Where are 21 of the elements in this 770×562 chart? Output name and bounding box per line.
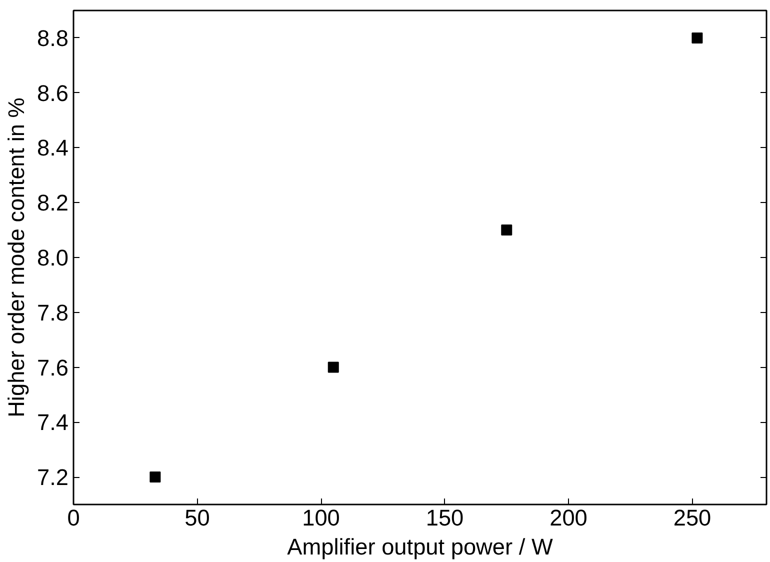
x-tick-label: 0 xyxy=(67,504,80,530)
x-tick-label: 50 xyxy=(184,504,210,530)
y-tick-label: 7.8 xyxy=(37,299,69,326)
x-tick-label: 250 xyxy=(673,504,712,530)
point xyxy=(692,32,703,44)
x-axis-title: Amplifier output power / W xyxy=(287,534,554,560)
y-tick-label: 7.2 xyxy=(37,464,69,490)
point xyxy=(150,472,161,483)
y-tick-label: 8.8 xyxy=(37,24,69,51)
point xyxy=(501,224,512,236)
y-axis-title: Higher order mode content in % xyxy=(3,98,30,418)
y-tick-label: 7.6 xyxy=(37,354,69,380)
x-tick-label: 150 xyxy=(426,504,464,530)
x-tick-label: 200 xyxy=(550,504,588,530)
y-tick-label: 8.4 xyxy=(37,134,69,161)
x-tick-label: 100 xyxy=(302,504,340,530)
y-tick-label: 8.0 xyxy=(37,244,69,270)
y-tick-label: 8.6 xyxy=(37,80,69,106)
y-tick-label: 7.4 xyxy=(37,409,69,436)
point xyxy=(328,362,339,373)
y-tick-label: 8.2 xyxy=(37,190,69,216)
